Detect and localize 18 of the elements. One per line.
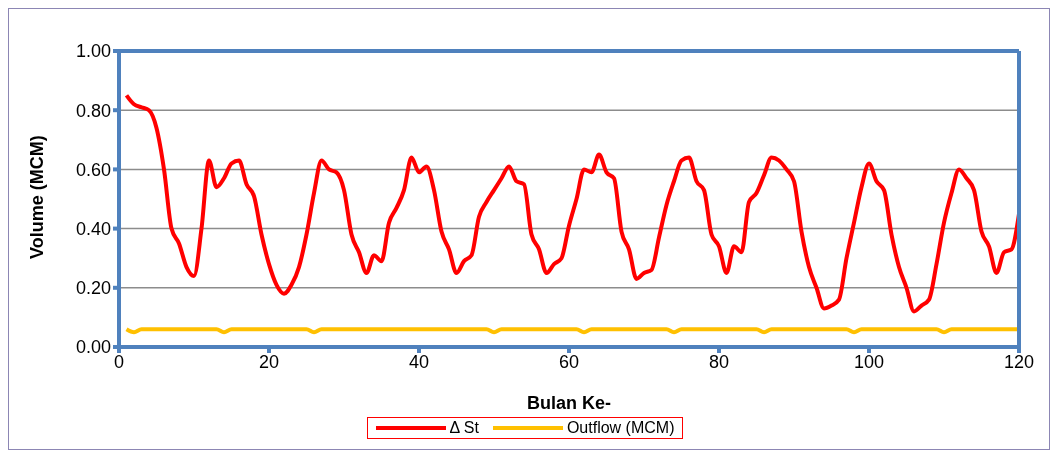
x-tick-label: 60 [558,351,580,372]
line-series [124,93,1019,314]
x-tick-label: 100 [853,351,885,372]
y-axis-title: Volume (MCM) [27,135,48,259]
x-tick-label: 20 [258,351,280,372]
y-tick-label: 0.60 [75,159,111,180]
x-tick-label: 80 [708,351,730,372]
x-axis-title: Bulan Ke- [526,393,612,413]
x-tick-label: 0 [113,351,125,372]
legend-label: Outflow (MCM) [565,419,675,437]
y-tick-label: 0.00 [75,337,111,358]
y-tick-label: 0.20 [75,278,111,299]
x-tick-label: 120 [1003,351,1035,372]
y-tick-label: 0.80 [75,100,111,121]
legend-label: Δ St [448,419,479,437]
x-tick-label: 40 [408,351,430,372]
y-tick-label: 0.40 [75,218,111,239]
y-tick-label: 1.00 [75,41,111,62]
